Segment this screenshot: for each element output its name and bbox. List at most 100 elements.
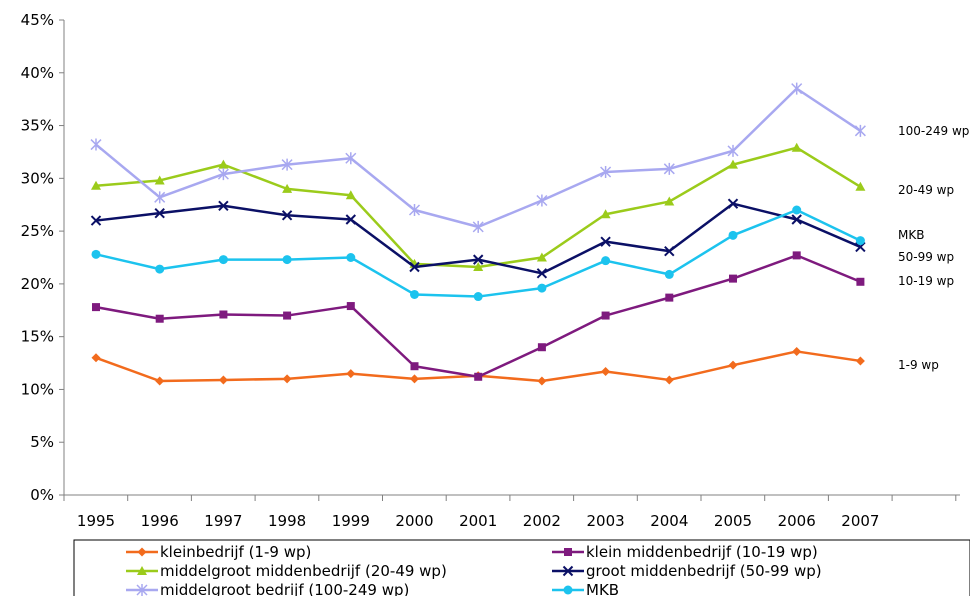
data-point: [473, 262, 484, 271]
data-point: [473, 292, 483, 302]
legend-item: klein middenbedrijf (10-19 wp): [552, 543, 818, 561]
legend-item: middelgroot bedrijf (100-249 wp): [126, 581, 409, 596]
y-tick-label: 20%: [21, 275, 54, 293]
y-tick-label: 0%: [30, 486, 54, 504]
x-tick-label: 2006: [778, 512, 816, 530]
data-point: [155, 376, 165, 386]
data-point: [408, 204, 421, 216]
data-point: [855, 181, 866, 191]
data-point: [601, 311, 610, 320]
data-point: [792, 346, 802, 356]
data-point: [91, 353, 101, 363]
data-point: [728, 230, 738, 240]
series-1: [92, 251, 865, 381]
x-tick-label: 1998: [268, 512, 306, 530]
y-tick-label: 25%: [21, 222, 54, 240]
series-end-label: 20-49 wp: [898, 183, 954, 197]
x-tick-label: 2001: [459, 512, 497, 530]
data-point: [346, 302, 355, 311]
data-point: [410, 374, 419, 384]
data-point: [91, 180, 101, 190]
x-tick-label: 1995: [77, 512, 115, 530]
data-point: [729, 274, 737, 283]
data-point: [536, 194, 548, 207]
data-point: [663, 162, 675, 175]
data-point: [346, 253, 356, 262]
data-point: [472, 254, 484, 265]
series-end-label: 50-99 wp: [898, 250, 954, 264]
series-4: [90, 82, 866, 233]
data-point: [537, 283, 547, 293]
data-point: [664, 375, 674, 385]
data-point: [90, 138, 102, 151]
data-point: [601, 256, 611, 266]
data-point: [728, 159, 738, 169]
data-point: [409, 261, 420, 273]
data-point: [91, 249, 101, 259]
legend-marker: [564, 548, 572, 556]
data-point: [218, 200, 229, 211]
data-point: [282, 183, 293, 193]
data-point: [600, 209, 611, 219]
x-tick-label: 1996: [141, 512, 179, 530]
data-point: [154, 207, 165, 219]
y-tick-label: 10%: [21, 380, 54, 398]
data-point: [472, 220, 484, 233]
series-end-label: 1-9 wp: [898, 358, 939, 372]
data-point: [154, 191, 166, 204]
series-end-label: MKB: [898, 228, 924, 242]
y-tick-label: 15%: [21, 328, 54, 346]
legend-label: middelgroot bedrijf (100-249 wp): [160, 581, 409, 596]
legend-marker: [136, 584, 148, 596]
data-point: [281, 158, 293, 171]
data-point: [791, 142, 802, 152]
data-point: [854, 124, 866, 137]
data-point: [218, 159, 229, 169]
data-point: [792, 251, 801, 260]
data-point: [600, 236, 611, 247]
data-point: [410, 289, 419, 299]
legend-item: middelgroot middenbedrijf (20-49 wp): [126, 562, 447, 580]
series-5: [91, 205, 865, 302]
series-2: [91, 142, 866, 271]
x-tick-label: 1999: [332, 512, 370, 530]
series-end-label: 100-249 wp: [898, 124, 969, 138]
legend-label: kleinbedrijf (1-9 wp): [160, 543, 311, 561]
series-3: [90, 198, 866, 279]
data-point: [345, 214, 357, 225]
data-point: [855, 356, 865, 366]
data-point: [218, 375, 228, 385]
legend-box: [73, 539, 970, 596]
x-tick-label: 2004: [650, 512, 688, 530]
x-tick-label: 2002: [523, 512, 561, 530]
data-point: [474, 372, 483, 381]
data-point: [155, 314, 164, 323]
x-tick-label: 2000: [395, 512, 433, 530]
x-tick-label: 2005: [714, 512, 752, 530]
data-point: [601, 367, 611, 376]
data-point: [537, 343, 546, 352]
legend-label: MKB: [586, 581, 619, 596]
data-point: [855, 236, 865, 246]
data-point: [283, 311, 292, 320]
data-point: [282, 255, 292, 265]
data-point: [664, 269, 674, 279]
data-point: [665, 293, 674, 302]
legend-label: groot middenbedrijf (50-99 wp): [586, 562, 822, 580]
legend-label: middelgroot middenbedrijf (20-49 wp): [160, 562, 447, 580]
x-tick-label: 2007: [841, 512, 879, 530]
data-point: [410, 362, 419, 371]
legend-item: MKB: [552, 581, 619, 596]
data-point: [345, 190, 356, 200]
legend-marker: [562, 565, 574, 577]
data-point: [792, 205, 802, 215]
data-point: [664, 196, 675, 206]
legend: kleinbedrijf (1-9 wp) klein middenbedrijf…: [73, 539, 970, 596]
data-point: [791, 214, 802, 225]
series-group: [90, 82, 866, 386]
legend-marker: [137, 566, 147, 575]
data-point: [537, 376, 547, 386]
x-tick-label: 2003: [587, 512, 625, 530]
data-point: [727, 144, 739, 157]
